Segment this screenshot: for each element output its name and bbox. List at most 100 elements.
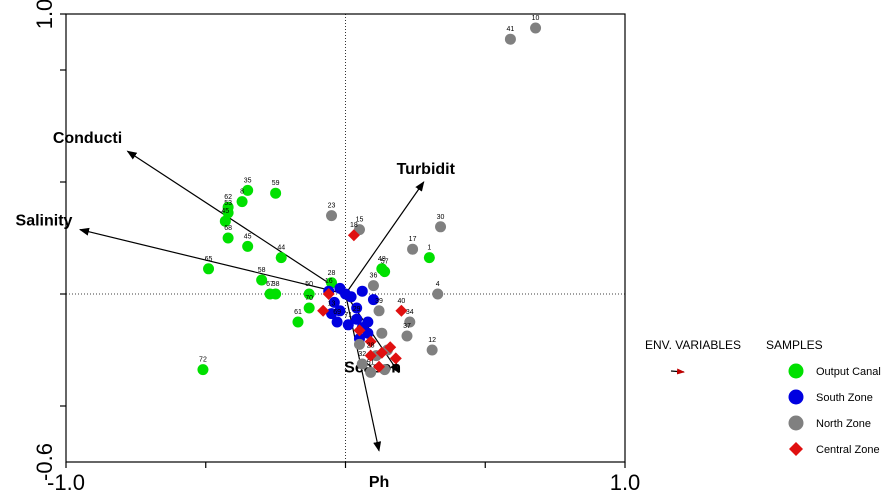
point-central-zone: [395, 304, 408, 317]
point-label: 65: [205, 256, 213, 263]
legend-swatch-central-zone: [789, 442, 803, 456]
point-south-zone: [328, 296, 340, 308]
point-output-canal: [303, 288, 315, 300]
point-label: 23: [328, 203, 336, 210]
y-tick-label-max: 1.0: [32, 0, 57, 29]
point-output-canal: [275, 252, 287, 264]
point-label: 13: [328, 301, 336, 308]
point-north-zone: [356, 358, 368, 370]
vector-ph-label: Ph: [369, 474, 389, 491]
point-label: 4: [436, 281, 440, 288]
point-central-zone: [373, 360, 386, 373]
point-label: 1: [427, 245, 431, 252]
point-label: 10: [532, 15, 540, 22]
point-label: 45: [221, 208, 229, 215]
x-tick-label-min: -1.0: [47, 470, 85, 493]
point-label: 38: [272, 281, 280, 288]
point-output-canal: [326, 277, 338, 289]
point-north-zone: [435, 221, 447, 233]
point-north-zone: [373, 305, 385, 317]
vector-conducti-label: Conducti: [53, 130, 122, 147]
point-south-zone: [362, 316, 374, 328]
point-central-zone: [322, 288, 335, 300]
legend-env-arrow-icon: [670, 368, 685, 375]
point-label: 17: [409, 236, 417, 243]
point-label: 29: [353, 306, 361, 313]
point-north-zone: [326, 210, 338, 222]
point-central-zone: [317, 304, 330, 317]
plot-frame: [65, 13, 626, 463]
point-label: 53: [224, 200, 232, 207]
y-tick-label-min: -0.6: [32, 443, 57, 481]
legend: ENV. VARIABLES SAMPLES Output Canal South…: [645, 338, 881, 456]
legend-swatch-south-zone: [788, 389, 804, 405]
point-label: 68: [224, 225, 232, 232]
point-label: 59: [272, 180, 280, 187]
point-label: 58: [258, 267, 266, 274]
point-label: 69: [333, 309, 341, 316]
point-north-zone: [376, 327, 388, 339]
point-output-canal: [376, 263, 388, 275]
point-north-zone: [404, 316, 416, 328]
legend-swatch-north-zone: [788, 415, 804, 431]
point-south-zone: [356, 285, 368, 297]
point-output-canal: [303, 302, 315, 314]
point-label: 41: [507, 26, 515, 33]
point-central-zone: [364, 335, 377, 348]
plot-border: [65, 13, 626, 463]
point-output-canal: [197, 364, 209, 376]
point-south-zone: [334, 305, 346, 317]
legend-label-output-canal: Output Canal: [816, 366, 881, 378]
point-label: 34: [406, 309, 414, 316]
legend-label-south-zone: South Zone: [816, 392, 873, 404]
point-output-canal: [203, 263, 215, 275]
vector-conducti-arrow: [126, 150, 346, 295]
point-label: 28: [367, 343, 375, 350]
point-output-canal: [222, 207, 234, 219]
point-output-canal: [423, 252, 435, 264]
point-label: 39: [375, 298, 383, 305]
point-label: 44: [277, 245, 285, 252]
point-label: 12: [428, 337, 436, 344]
env-vectors: ConductiSalinityTurbiditSeasonPh: [16, 130, 456, 491]
point-output-canal: [242, 240, 254, 252]
point-central-zone: [375, 346, 388, 359]
point-label: 70: [305, 295, 313, 302]
point-label: 40: [398, 298, 406, 305]
point-north-zone: [426, 344, 438, 356]
point-north-zone: [365, 366, 377, 378]
point-central-zone: [384, 341, 397, 354]
vector-turbidit-arrow: [345, 181, 425, 295]
point-north-zone: [367, 280, 379, 292]
point-label: 16: [325, 278, 333, 285]
point-label: 45: [244, 233, 252, 240]
point-label: 36: [370, 273, 378, 280]
point-output-canal: [270, 187, 282, 199]
point-output-canal: [292, 316, 304, 328]
point-label: 48: [378, 256, 386, 263]
point-output-canal: [219, 215, 231, 227]
point-north-zone: [530, 22, 542, 34]
point-label: 35: [244, 177, 252, 184]
zero-axes: [66, 14, 625, 462]
point-north-zone: [401, 330, 413, 342]
vector-salinity-arrow: [79, 227, 346, 295]
point-label: 37: [403, 323, 411, 330]
x-tick-label-max: 1.0: [610, 470, 641, 493]
point-output-canal: [256, 274, 268, 286]
point-label: 50: [305, 281, 313, 288]
point-output-canal: [222, 232, 234, 244]
point-south-zone: [345, 291, 357, 303]
point-label: 30: [437, 214, 445, 221]
vector-turbidit-label: Turbidit: [397, 161, 456, 178]
vector-salinity-label: Salinity: [16, 213, 73, 230]
point-central-zone: [353, 324, 366, 337]
axis-ticks: [60, 13, 626, 468]
point-label: 28: [328, 270, 336, 277]
point-label: 67: [266, 281, 274, 288]
point-south-zone: [351, 302, 363, 314]
point-south-zone: [351, 313, 363, 325]
point-label: 61: [294, 309, 302, 316]
